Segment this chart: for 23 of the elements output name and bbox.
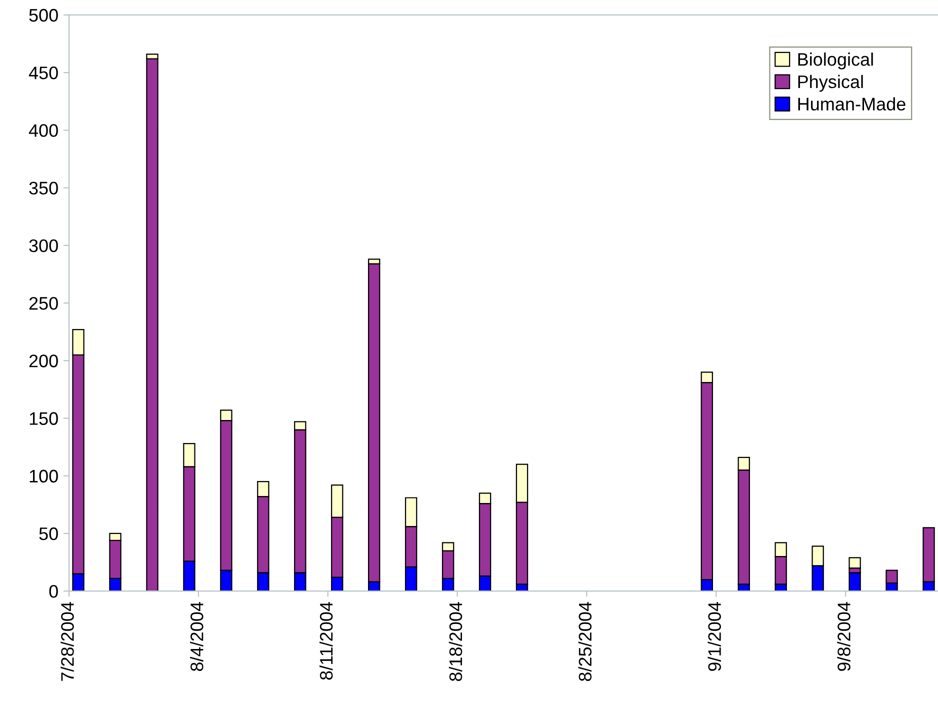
- x-tick-label: 8/4/2004: [190, 602, 204, 671]
- legend-label: Physical: [798, 74, 863, 92]
- legend-label: Human-Made: [798, 97, 906, 111]
- y-tick-label: 450: [28, 66, 58, 80]
- y-tick-label: 300: [29, 239, 58, 252]
- y-tick-label: 150: [30, 412, 58, 425]
- y-tick-label: 250: [29, 296, 58, 310]
- x-tick-label: 8/25/2004: [578, 602, 592, 682]
- bar: [848, 557, 861, 569]
- x-tick-label: 8/11/2004: [319, 602, 333, 680]
- x-tick-label: 8/18/2004: [448, 602, 462, 682]
- x-tick-label: 9/8/2004: [837, 602, 850, 671]
- y-tick-label: 100: [30, 470, 58, 483]
- x-tick-label: 7/28/2004: [60, 602, 74, 681]
- legend-label: Biological: [798, 52, 873, 70]
- y-tick-label: 500: [29, 8, 58, 22]
- y-tick-label: 400: [28, 124, 58, 137]
- y-tick-label: 350: [29, 182, 58, 195]
- y-tick-label: 0: [49, 585, 58, 598]
- x-tick-label: 9/1/2004: [708, 602, 721, 671]
- bar: [848, 572, 861, 592]
- y-tick-label: 200: [29, 354, 58, 368]
- y-tick-label: 50: [39, 527, 58, 540]
